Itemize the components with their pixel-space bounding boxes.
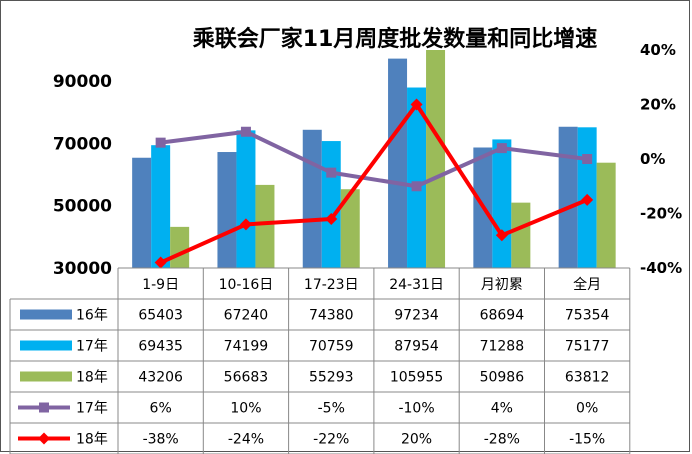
bar — [388, 58, 408, 269]
table-cell: 65403 — [138, 308, 183, 324]
legend-label: 17年 — [76, 401, 108, 417]
table-cell: 50986 — [480, 370, 525, 386]
right-tick-label: -20% — [640, 205, 682, 223]
table-cell: 63812 — [565, 370, 610, 386]
legend-marker — [39, 402, 49, 413]
diamond-marker — [325, 212, 338, 225]
category-label: 17-23日 — [304, 277, 359, 293]
square-marker — [582, 154, 593, 164]
square-marker — [496, 143, 507, 154]
table-cell: 97234 — [394, 308, 439, 324]
table-cell: 75177 — [565, 339, 610, 355]
series-line — [160, 129, 588, 189]
table-cell: 74199 — [224, 339, 269, 355]
category-label: 全月 — [573, 276, 601, 293]
table-cell: -24% — [228, 432, 264, 448]
bar — [321, 141, 341, 268]
bar — [151, 145, 171, 268]
table-cell: 68694 — [480, 308, 525, 324]
diamond-marker — [154, 256, 167, 269]
table-cell: 67240 — [224, 308, 269, 324]
left-tick-label: 70000 — [53, 134, 112, 154]
legend-label: 18年 — [76, 432, 108, 448]
table-cell: -10% — [398, 401, 434, 417]
category-label: 24-31日 — [389, 277, 444, 293]
table-cell: 105955 — [390, 370, 443, 386]
bar — [492, 139, 512, 268]
square-marker — [326, 167, 337, 178]
legend-key — [20, 371, 72, 382]
table-cell: 4% — [491, 401, 513, 417]
legend-label: 17年 — [76, 339, 108, 355]
table-cell: 69435 — [138, 339, 183, 355]
table-cell: -5% — [318, 401, 345, 417]
legend-label: 16年 — [76, 308, 108, 324]
bar — [596, 162, 616, 268]
table-cell: 43206 — [138, 370, 183, 386]
bar — [255, 184, 275, 268]
table-cell: 10% — [230, 401, 261, 417]
left-tick-label: 90000 — [53, 72, 112, 92]
bar — [511, 202, 531, 268]
square-marker — [240, 126, 251, 137]
bar — [407, 87, 427, 269]
table-cell: -15% — [569, 432, 605, 448]
legend-key — [20, 340, 72, 351]
table-cell: -22% — [313, 432, 349, 448]
table-cell: 75354 — [565, 308, 610, 324]
right-tick-label: 20% — [640, 96, 676, 114]
bar — [132, 157, 152, 268]
table-cell: -38% — [143, 432, 179, 448]
diamond-marker — [581, 193, 594, 206]
legend-marker — [38, 432, 50, 445]
category-label: 10-16日 — [219, 277, 274, 293]
left-tick-label: 50000 — [53, 197, 112, 217]
legend-label: 18年 — [76, 370, 108, 386]
left-axis: 30000 50000 70000 90000 — [53, 72, 112, 279]
bar — [170, 226, 190, 268]
category-label: 1-9日 — [142, 277, 179, 293]
right-tick-label: 0% — [640, 150, 665, 168]
category-label: 月初累 — [481, 276, 523, 293]
bar — [302, 129, 322, 268]
series-line — [159, 102, 588, 265]
bar — [558, 126, 578, 268]
table-cell: 0% — [576, 401, 598, 417]
bar — [340, 189, 360, 268]
table-cell: 20% — [401, 432, 432, 448]
table-cell: 55293 — [309, 370, 354, 386]
table-cell: 87954 — [394, 339, 439, 355]
diamond-marker — [495, 229, 508, 242]
chart-title: 乘联会厂家11月周度批发数量和同比增速 — [192, 26, 598, 52]
square-marker — [155, 137, 166, 148]
table-cell: 70759 — [309, 339, 354, 355]
line-series — [154, 98, 594, 269]
data-table: 1-9日 10-16日 17-23日 24-31日 月初累 全月 16年 65403 67240… — [9, 267, 631, 454]
bar — [217, 152, 237, 268]
table-cell: 74380 — [309, 308, 354, 324]
bar-series — [132, 50, 616, 269]
table-cell: 56683 — [224, 370, 269, 386]
diamond-marker — [410, 98, 423, 111]
legend-key — [20, 309, 72, 320]
diamond-marker — [239, 218, 252, 231]
table-cell: 6% — [150, 401, 172, 417]
right-tick-label: 40% — [640, 41, 676, 59]
table-cell: -28% — [484, 432, 520, 448]
right-tick-label: -40% — [640, 259, 682, 277]
bar — [426, 50, 446, 268]
square-marker — [411, 181, 422, 192]
right-axis: -40% -20% 0% 20% 40% — [640, 41, 682, 277]
bar — [236, 130, 256, 268]
table-cell: 71288 — [480, 339, 525, 355]
left-tick-label: 30000 — [53, 259, 112, 279]
